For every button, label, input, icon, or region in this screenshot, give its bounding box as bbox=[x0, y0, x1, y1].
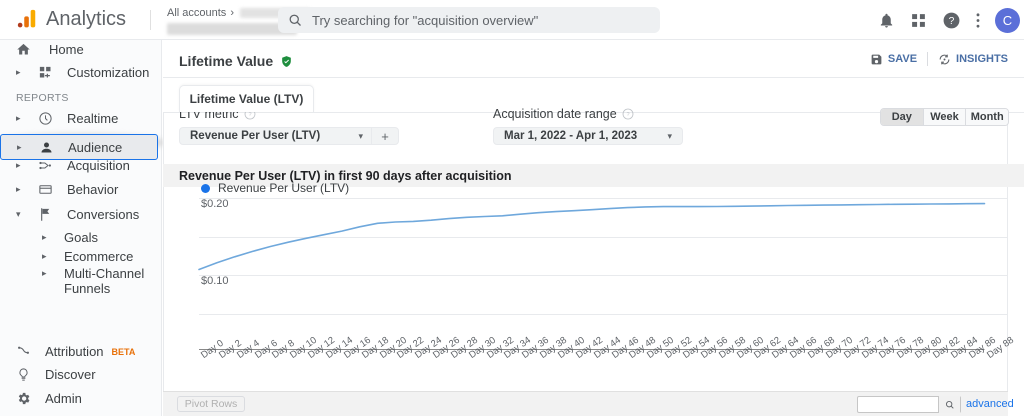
svg-text:?: ? bbox=[626, 112, 629, 118]
svg-text:?: ? bbox=[949, 16, 955, 27]
svg-text:?: ? bbox=[248, 112, 251, 118]
